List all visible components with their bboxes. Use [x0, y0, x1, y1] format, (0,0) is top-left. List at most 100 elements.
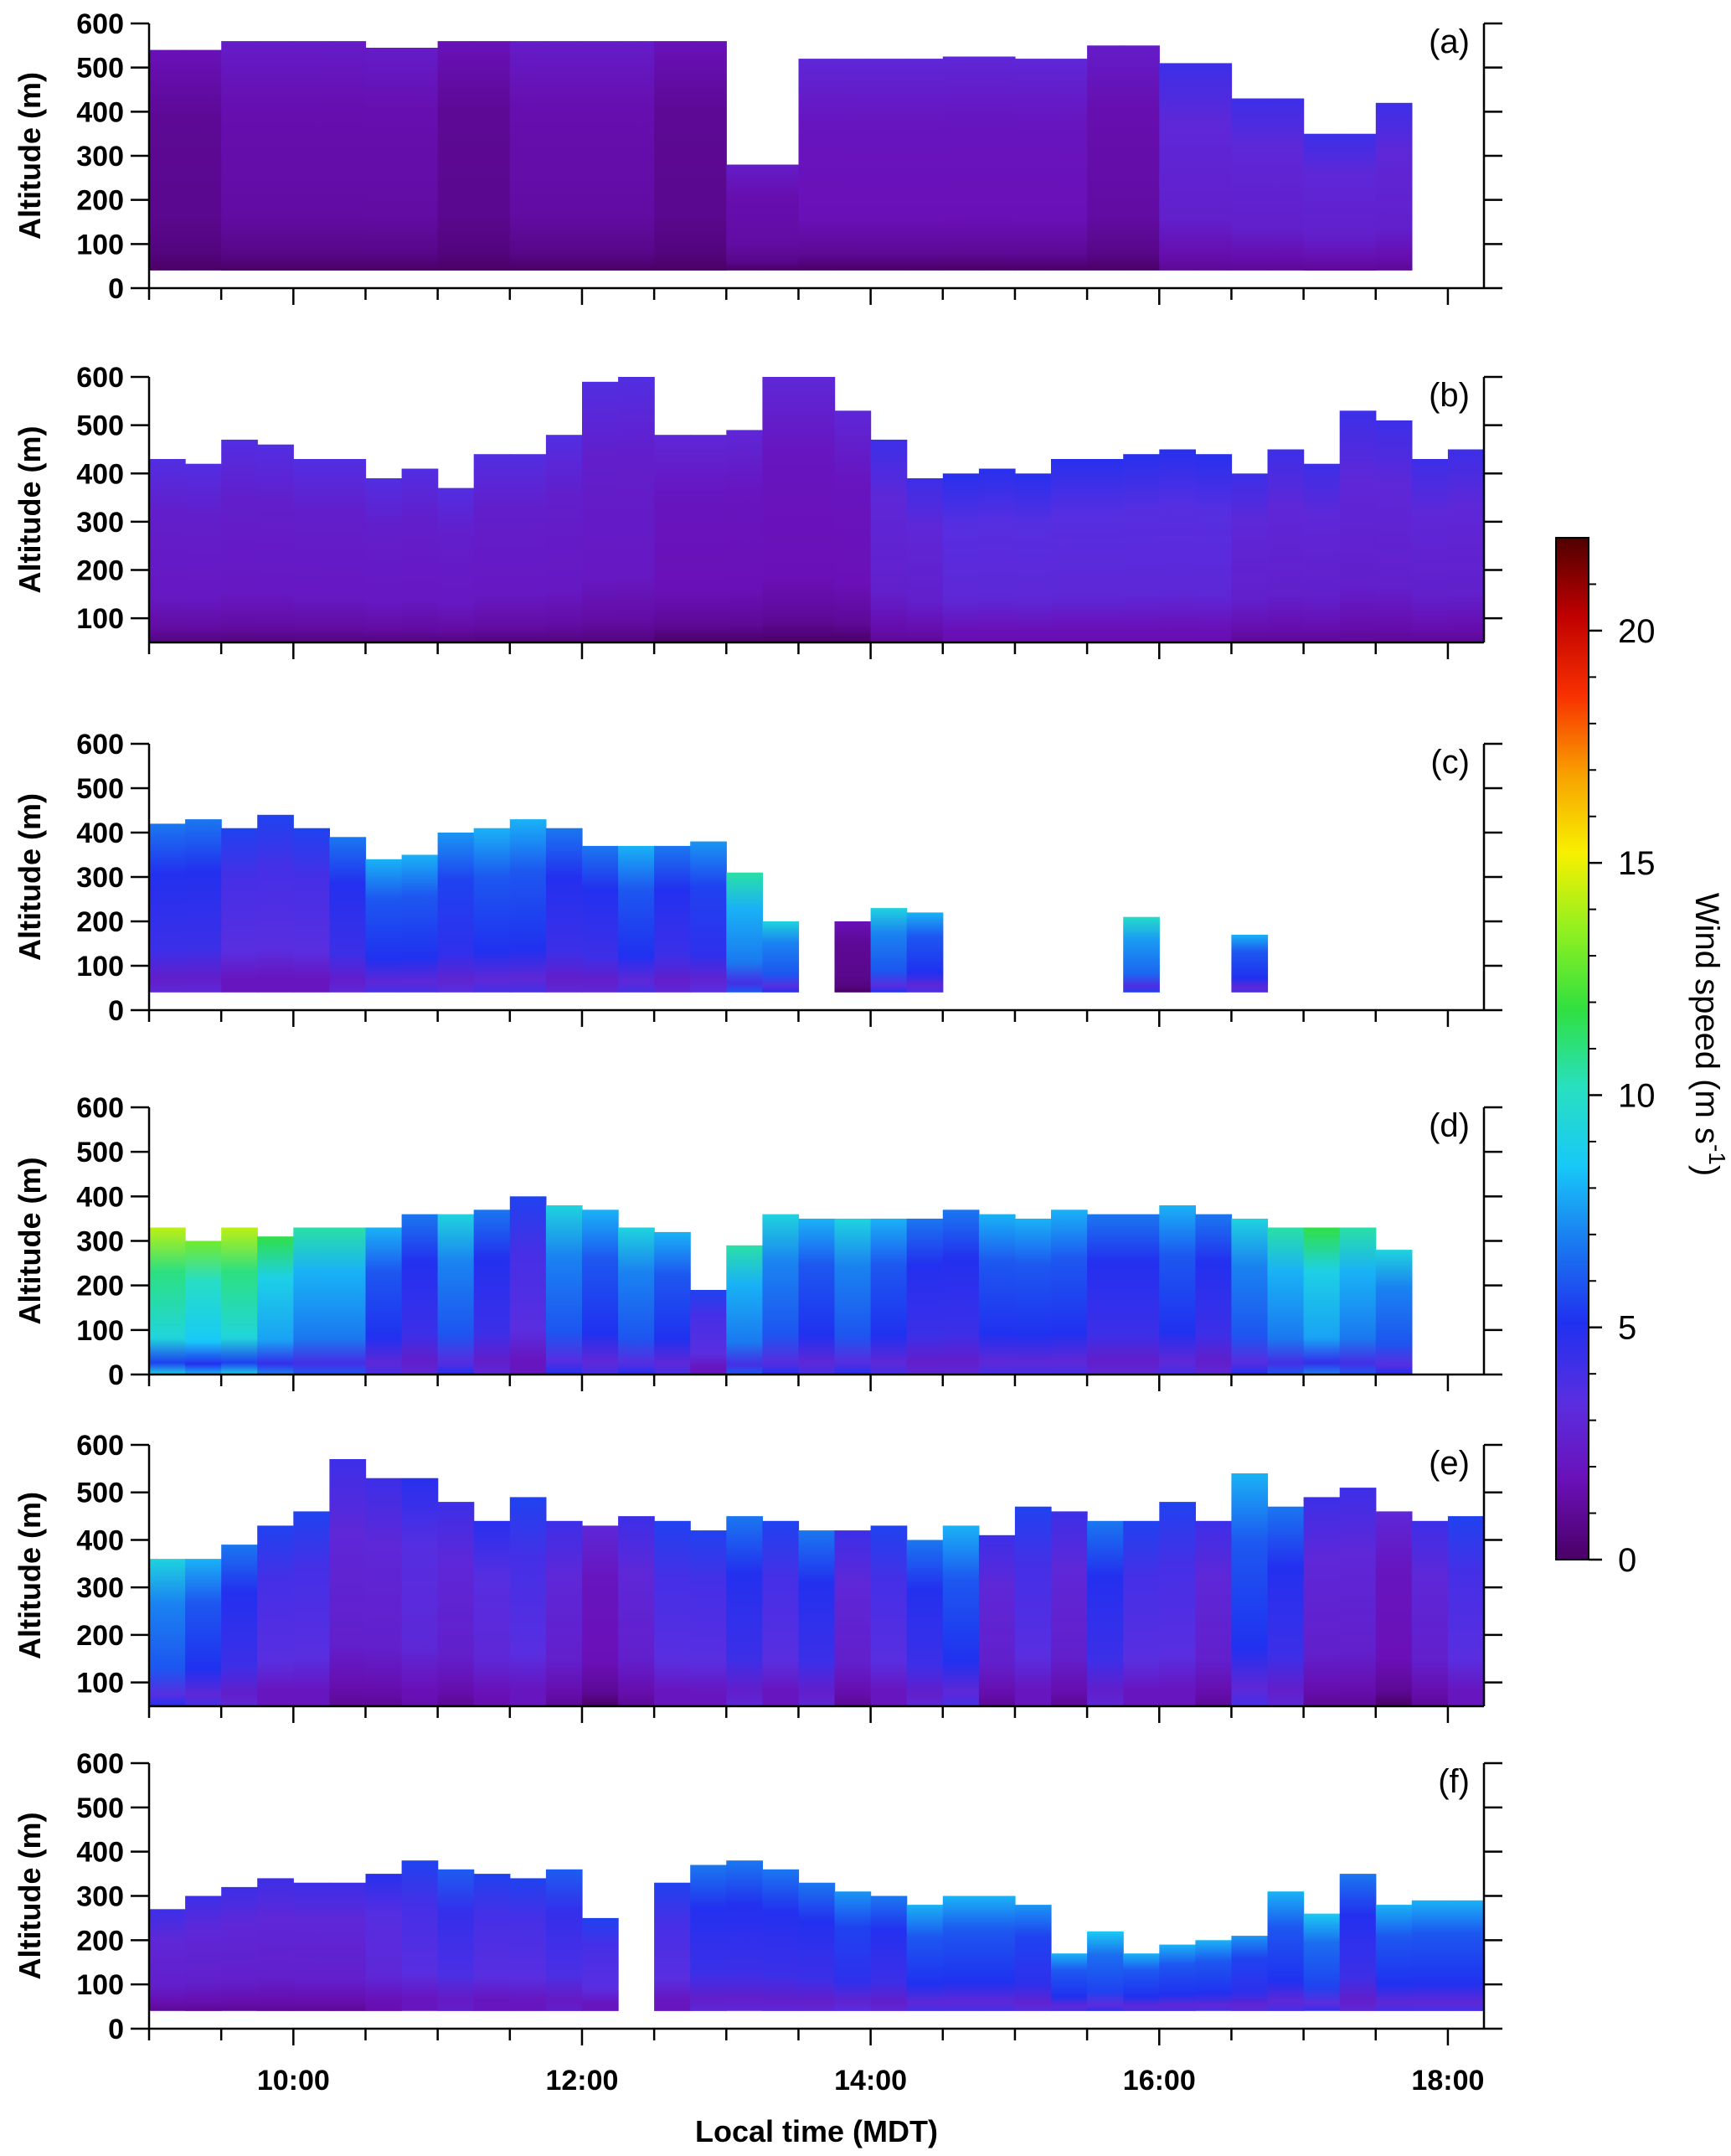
- heatmap-column: [365, 478, 403, 642]
- heatmap-column: [437, 487, 475, 642]
- heatmap-column: [870, 1525, 908, 1706]
- heatmap-column: [1159, 63, 1196, 271]
- heatmap-column: [365, 1227, 403, 1375]
- heatmap-column: [942, 56, 980, 271]
- heatmap-column: [1159, 1944, 1196, 2011]
- y-tick-label: 200: [76, 1620, 124, 1652]
- heatmap-column: [185, 819, 222, 993]
- x-axis-label: Local time (MDT): [695, 2114, 938, 2148]
- heatmap-column: [257, 1236, 294, 1375]
- heatmap-column: [1195, 1520, 1233, 1706]
- y-tick-label: 300: [76, 141, 124, 173]
- heatmap-column: [1231, 1473, 1269, 1706]
- heatmap-column: [582, 1210, 619, 1375]
- y-tick-label: 300: [76, 1881, 124, 1913]
- heatmap-column: [221, 1545, 258, 1706]
- heatmap-column: [293, 41, 330, 271]
- heatmap-column: [618, 377, 655, 642]
- colorbar: 0 5 10 15 20 Wind speed (m s-1): [1555, 537, 1730, 1579]
- panel-label: (a): [1429, 23, 1470, 60]
- heatmap-column: [618, 1227, 655, 1375]
- heatmap-column: [545, 41, 583, 271]
- heatmap-column: [149, 1227, 186, 1375]
- heatmap-column: [509, 819, 547, 993]
- heatmap-column: [1051, 1210, 1088, 1375]
- heatmap-column: [1339, 133, 1377, 271]
- panel-d: 0 100 200 300 400 500 600 Altitude (m) (d): [13, 1092, 1502, 1391]
- heatmap-column: [978, 56, 1016, 271]
- heatmap-column: [1447, 1900, 1485, 2011]
- heatmap-column: [1051, 59, 1088, 271]
- y-tick-label: 400: [76, 1181, 124, 1213]
- heatmap-column: [329, 837, 367, 993]
- heatmap-column: [1123, 916, 1160, 993]
- heatmap-column: [1087, 459, 1124, 642]
- heatmap-column: [690, 41, 727, 271]
- heatmap-column: [401, 1214, 439, 1375]
- x-tick-label: 14:00: [834, 2065, 907, 2097]
- colorbar-title-suffix: ): [1688, 1165, 1725, 1176]
- heatmap-column: [870, 1218, 908, 1375]
- heatmap-column: [690, 1865, 727, 2011]
- heatmap-column: [726, 1516, 763, 1706]
- heatmap-column: [473, 828, 511, 993]
- heatmap-column: [1303, 1227, 1341, 1375]
- heatmap-column: [942, 1525, 980, 1706]
- heatmap-column: [798, 1530, 836, 1706]
- y-tick-label: 100: [76, 229, 124, 260]
- heatmap-column: [185, 1896, 222, 2011]
- heatmap-column: [509, 41, 547, 271]
- heatmap-column: [401, 1860, 439, 2011]
- x-tick-label: 10:00: [257, 2065, 330, 2097]
- y-tick-label: 200: [76, 1925, 124, 1957]
- y-tick-label: 500: [76, 1478, 124, 1509]
- heatmap-column: [149, 823, 186, 993]
- heatmap-column: [618, 1516, 655, 1706]
- heatmap-column: [1303, 463, 1341, 642]
- y-tick-label: 200: [76, 555, 124, 587]
- heatmap-column: [221, 1227, 258, 1375]
- heatmap-column: [1267, 449, 1305, 642]
- heatmap-column: [509, 454, 547, 642]
- heatmap-column: [942, 1896, 980, 2011]
- heatmap-column: [906, 478, 944, 642]
- heatmap-cells: [149, 1196, 1413, 1375]
- heatmap-column: [1123, 1520, 1160, 1706]
- heatmap-column: [401, 854, 439, 993]
- heatmap-column: [582, 1525, 619, 1706]
- heatmap-column: [329, 459, 367, 642]
- y-tick-label: 400: [76, 1524, 124, 1556]
- y-tick-label: 500: [76, 53, 124, 85]
- heatmap-column: [834, 921, 872, 993]
- y-tick-label: 400: [76, 458, 124, 490]
- heatmap-column: [834, 1218, 872, 1375]
- x-tick-label: 18:00: [1411, 2065, 1484, 2097]
- y-tick-label: 0: [108, 273, 124, 305]
- heatmap-column: [149, 1559, 186, 1706]
- heatmap-column: [762, 1869, 800, 2011]
- heatmap-column: [1267, 1227, 1305, 1375]
- heatmap-column: [437, 1502, 475, 1706]
- heatmap-column: [1195, 1940, 1233, 2011]
- y-tick-label: 300: [76, 1572, 124, 1604]
- heatmap-column: [1195, 454, 1233, 642]
- heatmap-column: [221, 1886, 258, 2011]
- heatmap-column: [1123, 1953, 1160, 2011]
- y-tick-label: 100: [76, 1315, 124, 1347]
- heatmap-column: [1339, 1874, 1377, 2011]
- colorbar-title-superscript: -1: [1704, 1144, 1730, 1165]
- y-tick-label: 400: [76, 1837, 124, 1869]
- panel-a: 0 100 200 300 400 500 600 Altitude (m) (a): [13, 8, 1502, 305]
- colorbar-tick-label: 15: [1618, 845, 1656, 882]
- heatmap-cells: [149, 41, 1413, 271]
- heatmap-column: [329, 1459, 367, 1706]
- heatmap-column: [690, 1290, 727, 1375]
- x-tick-label: 16:00: [1123, 2065, 1196, 2097]
- heatmap-column: [221, 439, 258, 642]
- heatmap-column: [1375, 102, 1413, 271]
- y-tick-label: 600: [76, 1748, 124, 1780]
- panel-c: 0 100 200 300 400 500 600 Altitude (m) (c): [13, 729, 1502, 1027]
- heatmap-column: [149, 1909, 186, 2011]
- colorbar-gradient: [1555, 537, 1589, 1560]
